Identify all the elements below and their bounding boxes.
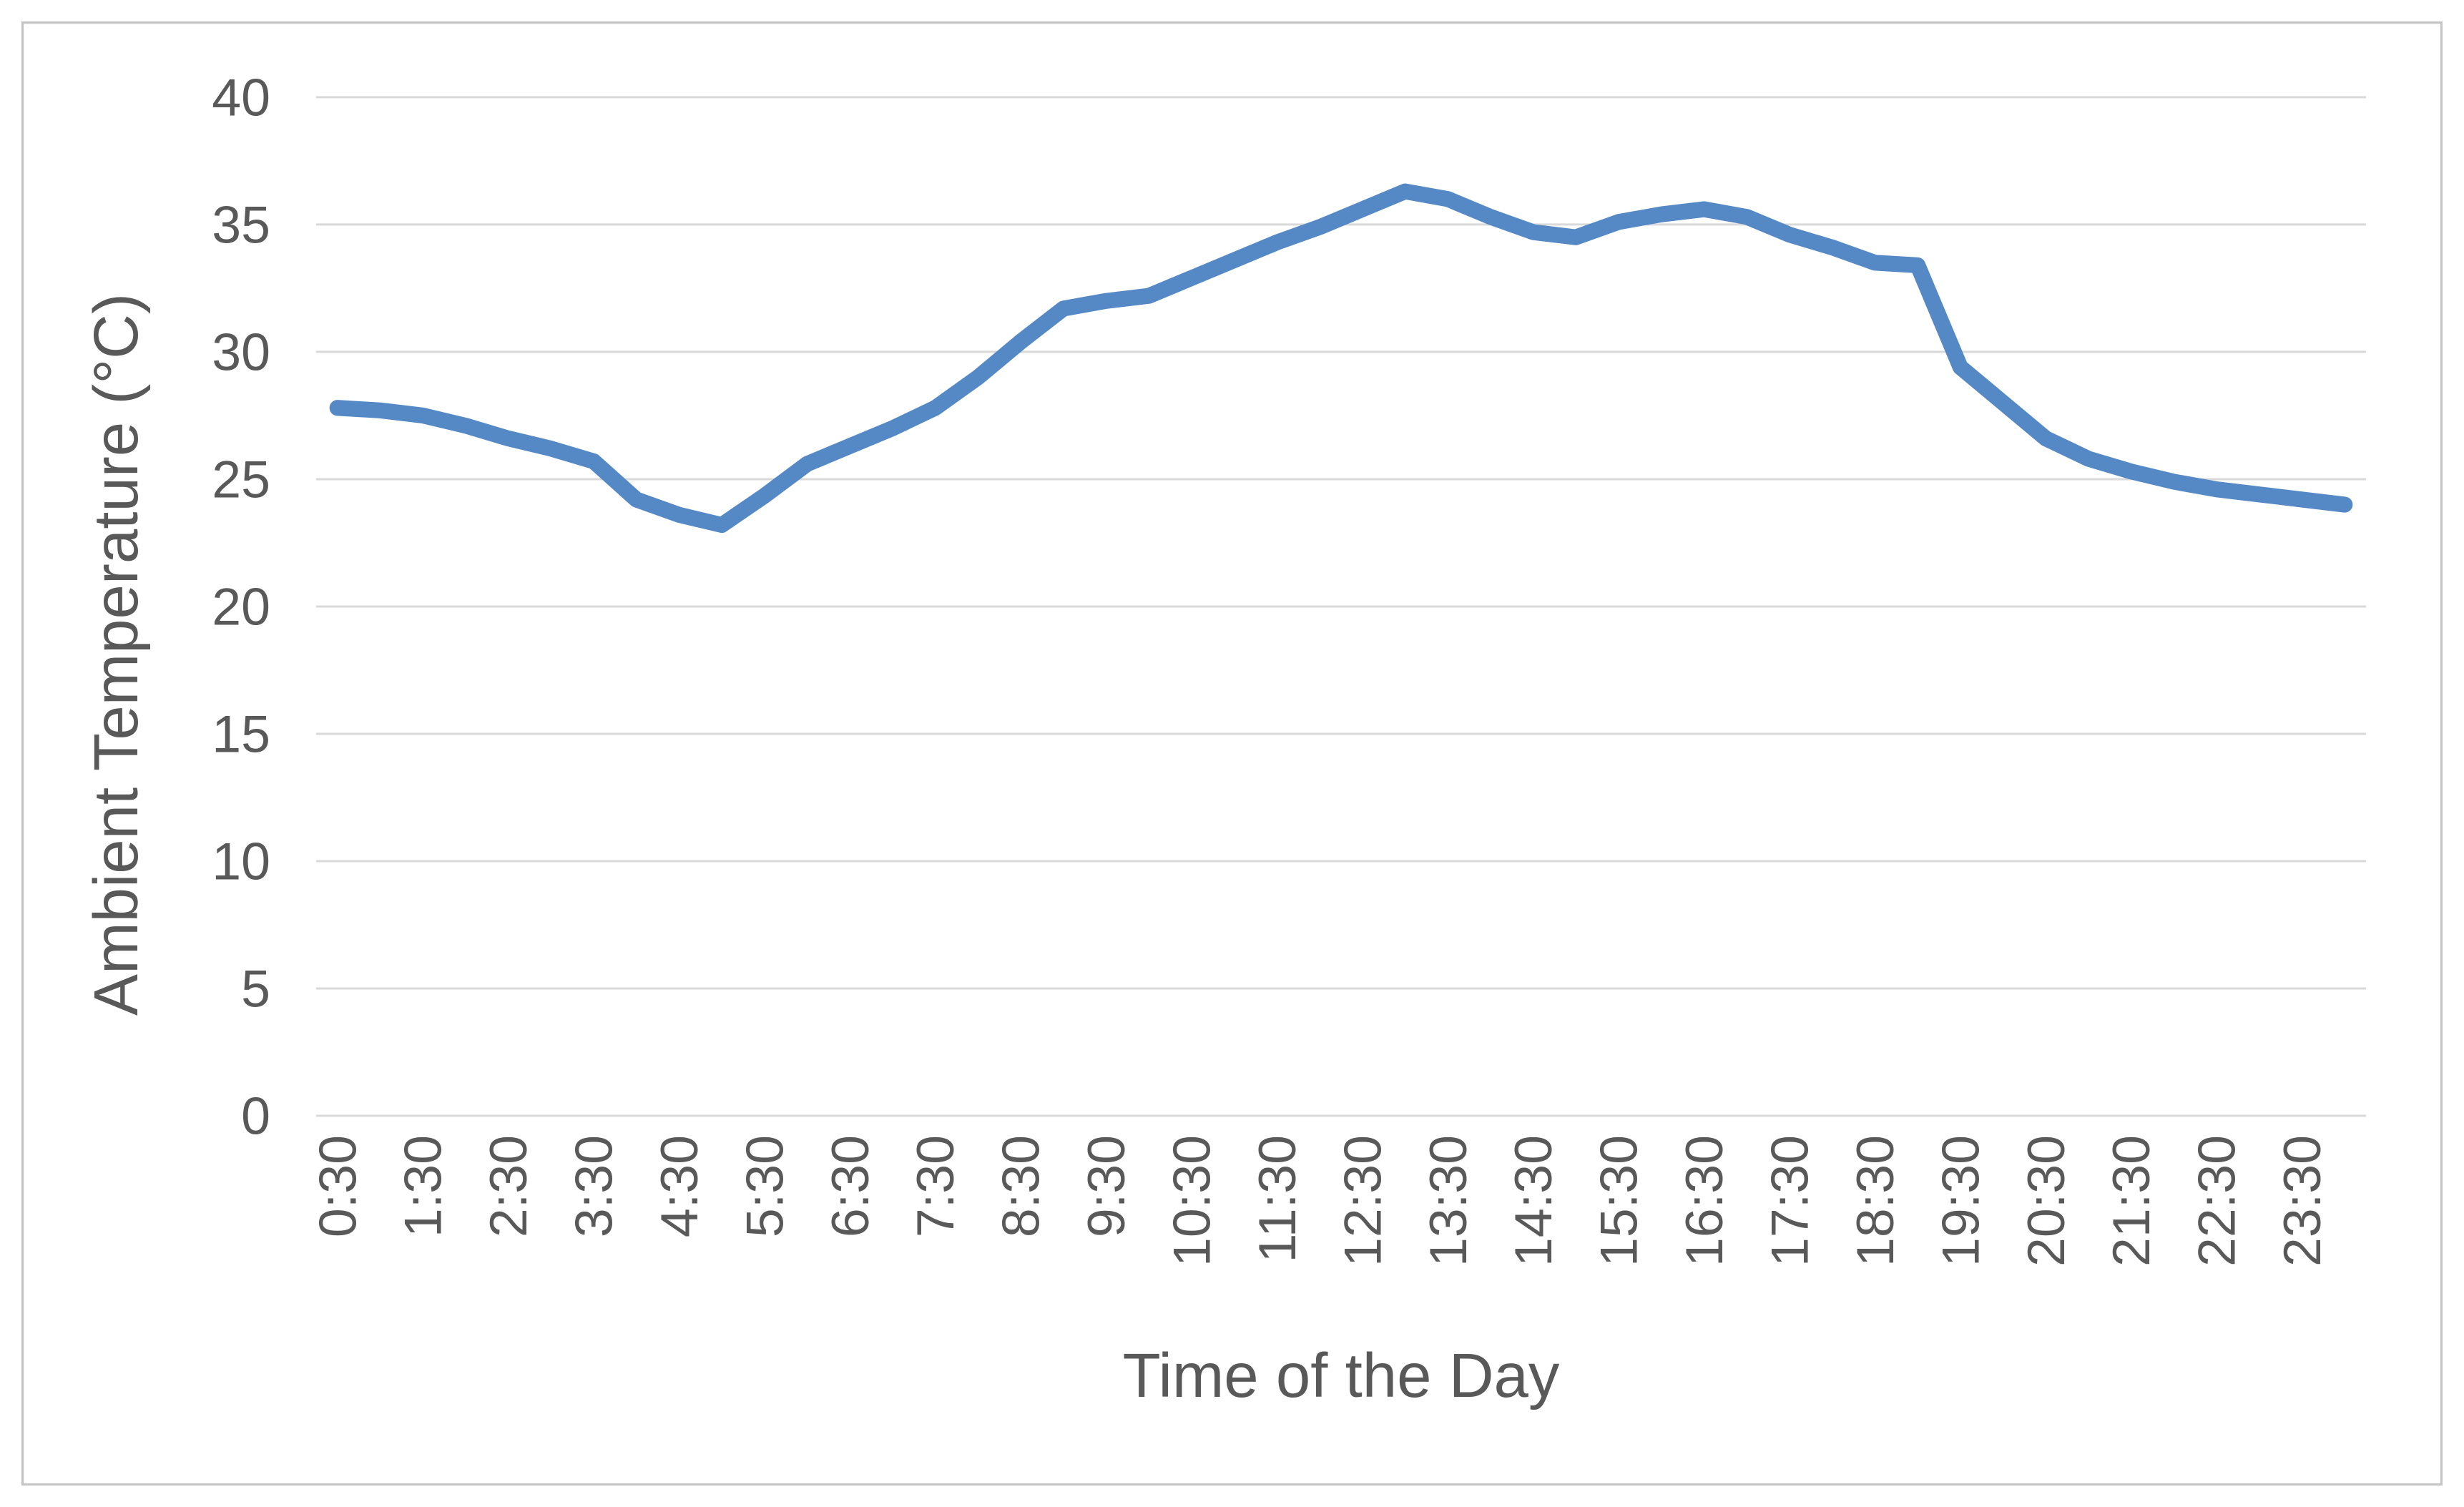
x-tick-label-6:30: 6:30 xyxy=(820,1135,880,1237)
y-tick-label-35: 35 xyxy=(212,195,270,255)
x-tick-label-19:30: 19:30 xyxy=(1930,1135,1990,1267)
x-tick-label-17:30: 17:30 xyxy=(1759,1135,1819,1267)
x-tick-label-10:30: 10:30 xyxy=(1162,1135,1222,1267)
x-tick-label-20:30: 20:30 xyxy=(2016,1135,2076,1267)
x-tick-label-14:30: 14:30 xyxy=(1503,1135,1563,1267)
x-tick-label-0:30: 0:30 xyxy=(308,1135,367,1237)
x-axis-tick-labels: 0:30 1:30 2:30 3:30 4:30 5:30 6:30 7:30 8:30 9:30… xyxy=(308,1135,2332,1267)
y-tick-label-10: 10 xyxy=(212,832,270,891)
chart-border xyxy=(21,21,2443,1486)
x-tick-label-9:30: 9:30 xyxy=(1076,1135,1136,1237)
x-tick-label-11:30: 11:30 xyxy=(1247,1135,1307,1262)
y-tick-label-20: 20 xyxy=(212,577,270,637)
x-tick-label-15:30: 15:30 xyxy=(1589,1135,1649,1267)
y-tick-label-30: 30 xyxy=(212,323,270,382)
y-tick-label-25: 25 xyxy=(212,450,270,509)
x-tick-label-23:30: 23:30 xyxy=(2272,1135,2332,1267)
x-tick-label-21:30: 21:30 xyxy=(2101,1135,2161,1267)
y-tick-label-5: 5 xyxy=(241,959,270,1018)
y-axis-title: Ambient Temperature (°C) xyxy=(82,293,151,1016)
y-tick-label-15: 15 xyxy=(212,705,270,764)
temperature-series-line xyxy=(329,183,2353,534)
x-axis-title: Time of the Day xyxy=(1123,1341,1560,1410)
x-tick-label-7:30: 7:30 xyxy=(905,1135,965,1237)
x-tick-label-2:30: 2:30 xyxy=(478,1135,538,1237)
x-tick-label-8:30: 8:30 xyxy=(991,1135,1051,1237)
y-axis-tick-labels: 40 35 30 25 20 15 10 5 0 xyxy=(212,68,270,1146)
x-tick-label-13:30: 13:30 xyxy=(1418,1135,1478,1267)
gridlines xyxy=(315,96,2367,1117)
x-tick-label-4:30: 4:30 xyxy=(649,1135,709,1237)
x-tick-label-1:30: 1:30 xyxy=(393,1135,453,1237)
x-tick-label-22:30: 22:30 xyxy=(2187,1135,2247,1267)
x-tick-label-3:30: 3:30 xyxy=(564,1135,624,1237)
x-tick-label-5:30: 5:30 xyxy=(735,1135,794,1237)
x-tick-label-12:30: 12:30 xyxy=(1332,1135,1392,1267)
x-tick-label-16:30: 16:30 xyxy=(1674,1135,1734,1267)
y-tick-label-0: 0 xyxy=(241,1086,270,1146)
x-tick-label-18:30: 18:30 xyxy=(1845,1135,1905,1267)
y-tick-label-40: 40 xyxy=(212,68,270,127)
